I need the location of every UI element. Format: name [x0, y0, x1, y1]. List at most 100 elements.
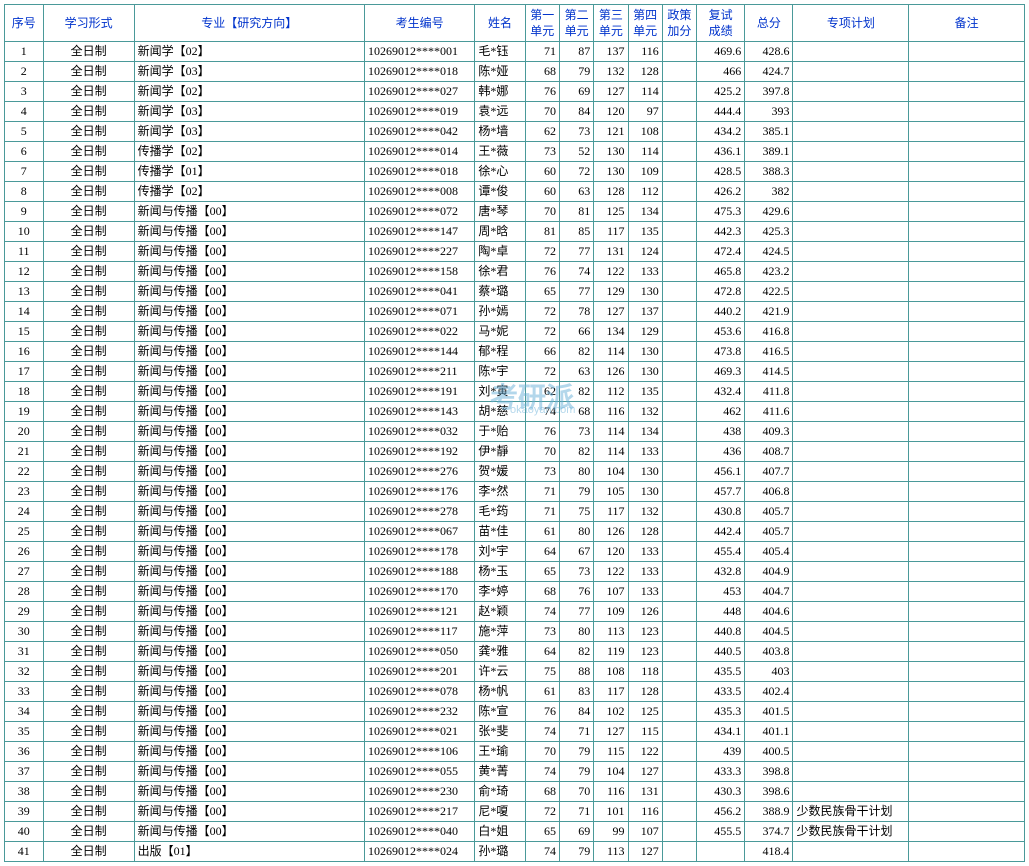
cell-bonus: [662, 282, 696, 302]
cell-note: [909, 482, 1025, 502]
cell-u1: 73: [525, 462, 559, 482]
cell-u2: 75: [559, 502, 593, 522]
cell-name: 王*薇: [475, 142, 525, 162]
cell-exam_id: 10269012****227: [364, 242, 474, 262]
cell-mode: 全日制: [43, 282, 134, 302]
cell-seq: 8: [5, 182, 44, 202]
cell-u2: 79: [559, 482, 593, 502]
cell-mode: 全日制: [43, 802, 134, 822]
cell-bonus: [662, 562, 696, 582]
cell-major: 新闻与传播【00】: [134, 782, 364, 802]
cell-retest: 428.5: [697, 162, 745, 182]
cell-mode: 全日制: [43, 542, 134, 562]
cell-total: 401.1: [745, 722, 793, 742]
cell-u4: 115: [628, 722, 662, 742]
cell-bonus: [662, 382, 696, 402]
cell-exam_id: 10269012****042: [364, 122, 474, 142]
cell-total: 389.1: [745, 142, 793, 162]
cell-bonus: [662, 362, 696, 382]
cell-retest: 455.5: [697, 822, 745, 842]
cell-u2: 80: [559, 622, 593, 642]
cell-plan: [793, 62, 909, 82]
cell-u2: 74: [559, 262, 593, 282]
cell-major: 新闻学【03】: [134, 122, 364, 142]
cell-u4: 134: [628, 202, 662, 222]
table-header-row: 序号学习形式专业【研究方向】考生编号姓名第一单元第二单元第三单元第四单元政策加分…: [5, 5, 1025, 42]
cell-plan: [793, 682, 909, 702]
cell-u4: 130: [628, 482, 662, 502]
table-row: 13全日制新闻与传播【00】10269012****041蔡*璐65771291…: [5, 282, 1025, 302]
cell-mode: 全日制: [43, 842, 134, 862]
cell-major: 新闻与传播【00】: [134, 562, 364, 582]
cell-total: 422.5: [745, 282, 793, 302]
cell-bonus: [662, 162, 696, 182]
cell-plan: [793, 602, 909, 622]
cell-u2: 76: [559, 582, 593, 602]
cell-retest: 434.2: [697, 122, 745, 142]
cell-seq: 35: [5, 722, 44, 742]
cell-retest: 434.1: [697, 722, 745, 742]
cell-mode: 全日制: [43, 442, 134, 462]
cell-bonus: [662, 442, 696, 462]
cell-u2: 77: [559, 282, 593, 302]
table-row: 8全日制传播学【02】10269012****008谭*俊60631281124…: [5, 182, 1025, 202]
cell-plan: [793, 542, 909, 562]
cell-u3: 117: [594, 222, 628, 242]
cell-note: [909, 502, 1025, 522]
cell-u2: 87: [559, 42, 593, 62]
cell-u1: 66: [525, 342, 559, 362]
cell-name: 尼*嗄: [475, 802, 525, 822]
cell-u2: 80: [559, 522, 593, 542]
cell-note: [909, 362, 1025, 382]
cell-total: 385.1: [745, 122, 793, 142]
cell-plan: [793, 282, 909, 302]
cell-major: 新闻与传播【00】: [134, 262, 364, 282]
cell-major: 新闻与传播【00】: [134, 442, 364, 462]
cell-u1: 68: [525, 62, 559, 82]
table-row: 7全日制传播学【01】10269012****018徐*心60721301094…: [5, 162, 1025, 182]
cell-name: 李*然: [475, 482, 525, 502]
cell-exam_id: 10269012****276: [364, 462, 474, 482]
cell-exam_id: 10269012****121: [364, 602, 474, 622]
cell-total: 404.9: [745, 562, 793, 582]
cell-u3: 125: [594, 202, 628, 222]
cell-u2: 82: [559, 642, 593, 662]
cell-plan: [793, 342, 909, 362]
cell-retest: 442.4: [697, 522, 745, 542]
cell-bonus: [662, 822, 696, 842]
cell-exam_id: 10269012****071: [364, 302, 474, 322]
cell-u1: 61: [525, 522, 559, 542]
cell-total: 388.9: [745, 802, 793, 822]
cell-u3: 114: [594, 422, 628, 442]
cell-bonus: [662, 742, 696, 762]
cell-bonus: [662, 462, 696, 482]
cell-u4: 128: [628, 62, 662, 82]
cell-mode: 全日制: [43, 302, 134, 322]
cell-plan: [793, 102, 909, 122]
cell-u3: 127: [594, 722, 628, 742]
cell-seq: 29: [5, 602, 44, 622]
cell-exam_id: 10269012****041: [364, 282, 474, 302]
col-header-bonus: 政策加分: [662, 5, 696, 42]
cell-exam_id: 10269012****278: [364, 502, 474, 522]
cell-u1: 75: [525, 662, 559, 682]
cell-seq: 13: [5, 282, 44, 302]
cell-plan: [793, 562, 909, 582]
cell-u4: 134: [628, 422, 662, 442]
cell-bonus: [662, 622, 696, 642]
table-row: 21全日制新闻与传播【00】10269012****192伊*靜70821141…: [5, 442, 1025, 462]
cell-note: [909, 442, 1025, 462]
cell-note: [909, 582, 1025, 602]
cell-note: [909, 322, 1025, 342]
cell-bonus: [662, 62, 696, 82]
cell-plan: [793, 782, 909, 802]
cell-exam_id: 10269012****211: [364, 362, 474, 382]
cell-major: 新闻与传播【00】: [134, 202, 364, 222]
cell-u1: 73: [525, 622, 559, 642]
cell-plan: 少数民族骨干计划: [793, 802, 909, 822]
cell-total: 374.7: [745, 822, 793, 842]
cell-u1: 74: [525, 842, 559, 862]
cell-name: 杨*玉: [475, 562, 525, 582]
cell-major: 新闻与传播【00】: [134, 402, 364, 422]
cell-plan: [793, 362, 909, 382]
